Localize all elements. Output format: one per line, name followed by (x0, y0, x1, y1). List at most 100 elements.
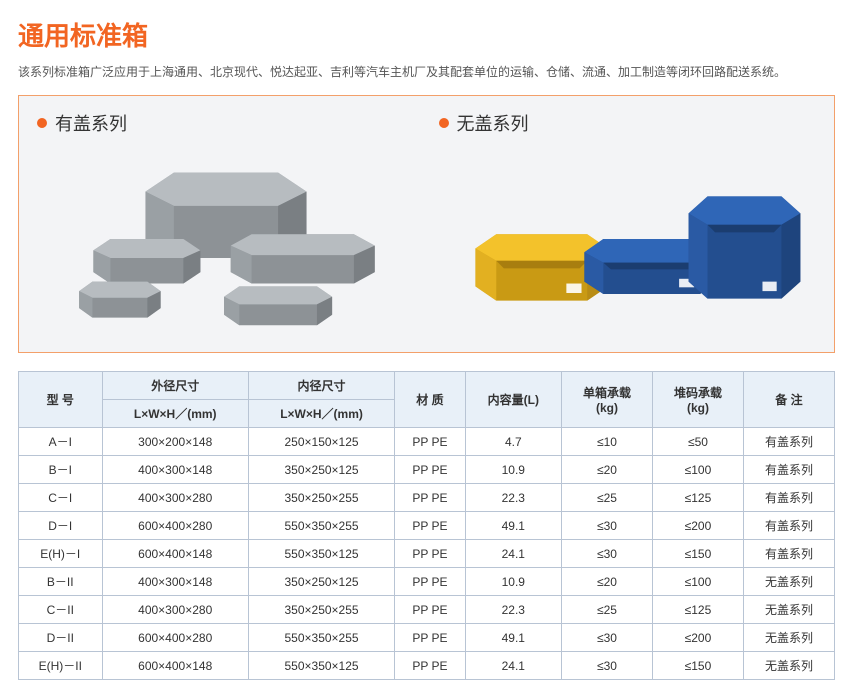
cell-remark: 有盖系列 (743, 512, 834, 540)
spec-table: 型 号 外径尺寸 内径尺寸 材 质 内容量(L) 单箱承载 (kg) 堆码承载 … (18, 371, 835, 680)
cell-inner: 550×350×255 (248, 512, 394, 540)
cell-outer: 400×300×148 (102, 456, 248, 484)
page-subtitle: 该系列标准箱广泛应用于上海通用、北京现代、悦达起亚、吉利等汽车主机厂及其配套单位… (18, 63, 835, 81)
cell-volume: 4.7 (465, 428, 561, 456)
cell-model: C－II (19, 596, 103, 624)
table-row: A－I300×200×148250×150×125PP PE4.7≤10≤50有… (19, 428, 835, 456)
showcase-panel: 有盖系列 (18, 95, 835, 353)
cell-single: ≤30 (561, 624, 652, 652)
cell-model: B－I (19, 456, 103, 484)
cell-inner: 350×250×255 (248, 596, 394, 624)
cell-material: PP PE (395, 456, 465, 484)
cell-volume: 24.1 (465, 540, 561, 568)
cell-inner: 550×350×255 (248, 624, 394, 652)
cell-stack: ≤150 (652, 652, 743, 680)
cell-material: PP PE (395, 568, 465, 596)
cell-remark: 无盖系列 (743, 652, 834, 680)
series-open-label: 无盖系列 (457, 110, 529, 136)
cell-inner: 350×250×125 (248, 568, 394, 596)
cell-outer: 600×400×280 (102, 624, 248, 652)
cell-stack: ≤100 (652, 568, 743, 596)
series-open-image (439, 144, 817, 334)
cell-single: ≤30 (561, 652, 652, 680)
table-row: B－I400×300×148350×250×125PP PE10.9≤20≤10… (19, 456, 835, 484)
cell-outer: 300×200×148 (102, 428, 248, 456)
cell-stack: ≤200 (652, 512, 743, 540)
cell-volume: 49.1 (465, 512, 561, 540)
cell-single: ≤20 (561, 568, 652, 596)
cell-stack: ≤100 (652, 456, 743, 484)
cell-remark: 有盖系列 (743, 484, 834, 512)
cell-stack: ≤200 (652, 624, 743, 652)
cell-stack: ≤125 (652, 484, 743, 512)
cell-stack: ≤50 (652, 428, 743, 456)
cell-volume: 10.9 (465, 568, 561, 596)
cell-material: PP PE (395, 624, 465, 652)
cell-model: C－I (19, 484, 103, 512)
table-row: D－I600×400×280550×350×255PP PE49.1≤30≤20… (19, 512, 835, 540)
table-row: B－II400×300×148350×250×125PP PE10.9≤20≤1… (19, 568, 835, 596)
cell-outer: 600×400×148 (102, 652, 248, 680)
cell-single: ≤25 (561, 596, 652, 624)
col-inner: 内径尺寸 (248, 372, 394, 400)
col-volume: 内容量(L) (465, 372, 561, 428)
series-lidded-column: 有盖系列 (37, 110, 415, 334)
col-single-load: 单箱承载 (kg) (561, 372, 652, 428)
cell-single: ≤30 (561, 540, 652, 568)
bullet-icon (37, 118, 47, 128)
table-row: E(H)－I600×400×148550×350×125PP PE24.1≤30… (19, 540, 835, 568)
cell-model: E(H)－I (19, 540, 103, 568)
cell-material: PP PE (395, 484, 465, 512)
col-model: 型 号 (19, 372, 103, 428)
col-material: 材 质 (395, 372, 465, 428)
cell-inner: 550×350×125 (248, 652, 394, 680)
cell-single: ≤30 (561, 512, 652, 540)
cell-model: A－I (19, 428, 103, 456)
bullet-icon (439, 118, 449, 128)
cell-stack: ≤150 (652, 540, 743, 568)
cell-outer: 400×300×280 (102, 596, 248, 624)
series-lidded-image (37, 144, 415, 334)
cell-remark: 无盖系列 (743, 624, 834, 652)
table-row: C－II400×300×280350×250×255PP PE22.3≤25≤1… (19, 596, 835, 624)
table-row: D－II600×400×280550×350×255PP PE49.1≤30≤2… (19, 624, 835, 652)
cell-volume: 10.9 (465, 456, 561, 484)
cell-volume: 22.3 (465, 596, 561, 624)
cell-material: PP PE (395, 652, 465, 680)
cell-remark: 无盖系列 (743, 568, 834, 596)
cell-volume: 24.1 (465, 652, 561, 680)
cell-single: ≤10 (561, 428, 652, 456)
cell-model: D－II (19, 624, 103, 652)
col-outer: 外径尺寸 (102, 372, 248, 400)
cell-single: ≤25 (561, 484, 652, 512)
cell-inner: 550×350×125 (248, 540, 394, 568)
cell-outer: 400×300×148 (102, 568, 248, 596)
cell-outer: 400×300×280 (102, 484, 248, 512)
page-title: 通用标准箱 (18, 16, 835, 53)
col-inner-sub: L×W×H／(mm) (248, 400, 394, 428)
cell-material: PP PE (395, 512, 465, 540)
series-open-header: 无盖系列 (439, 110, 817, 136)
cell-volume: 22.3 (465, 484, 561, 512)
cell-volume: 49.1 (465, 624, 561, 652)
cell-inner: 350×250×255 (248, 484, 394, 512)
cell-outer: 600×400×148 (102, 540, 248, 568)
series-lidded-header: 有盖系列 (37, 110, 415, 136)
cell-single: ≤20 (561, 456, 652, 484)
cell-outer: 600×400×280 (102, 512, 248, 540)
col-remark: 备 注 (743, 372, 834, 428)
series-lidded-label: 有盖系列 (55, 110, 127, 136)
cell-remark: 有盖系列 (743, 456, 834, 484)
cell-model: D－I (19, 512, 103, 540)
cell-material: PP PE (395, 540, 465, 568)
cell-remark: 有盖系列 (743, 428, 834, 456)
series-open-column: 无盖系列 (439, 110, 817, 334)
table-row: E(H)－II600×400×148550×350×125PP PE24.1≤3… (19, 652, 835, 680)
cell-stack: ≤125 (652, 596, 743, 624)
cell-remark: 有盖系列 (743, 540, 834, 568)
cell-model: B－II (19, 568, 103, 596)
cell-material: PP PE (395, 596, 465, 624)
col-outer-sub: L×W×H／(mm) (102, 400, 248, 428)
cell-inner: 350×250×125 (248, 456, 394, 484)
table-row: C－I400×300×280350×250×255PP PE22.3≤25≤12… (19, 484, 835, 512)
